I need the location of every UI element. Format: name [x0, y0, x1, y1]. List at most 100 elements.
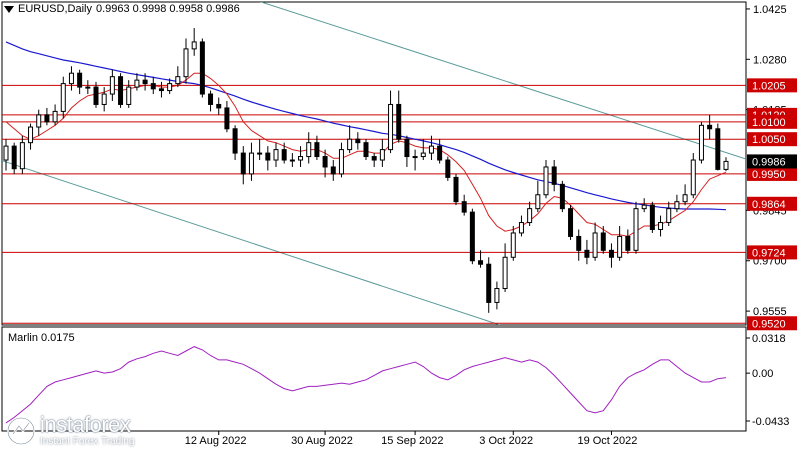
candle-bear: [11, 145, 17, 170]
candle-bear: [363, 142, 369, 158]
candle-bull: [674, 201, 680, 210]
candle-bull: [3, 145, 9, 161]
candle-bull: [191, 41, 197, 50]
candle-bull: [428, 145, 434, 154]
candle-bear: [576, 235, 582, 251]
candle-bull: [682, 194, 688, 203]
price-panel-frame: [1, 1, 747, 326]
candle-bull: [494, 288, 500, 303]
candle-bear: [150, 83, 156, 90]
candle-bear: [330, 166, 336, 175]
candle-bull: [167, 83, 173, 92]
candle-bear: [715, 128, 721, 170]
candle-bear: [265, 152, 271, 161]
candle-bull: [306, 142, 312, 158]
candle-bear: [437, 145, 443, 161]
watermark: instaforex Instant Forex Trading: [0, 408, 180, 453]
date-tick-label: 12 Aug 2022: [185, 435, 247, 447]
level-label-box: [747, 245, 797, 260]
channel-lower-line: [2, 160, 501, 325]
candle-bull: [60, 83, 66, 112]
watermark-tagline: Instant Forex Trading: [40, 436, 135, 447]
candle-bull: [633, 208, 639, 251]
channel-upper-line: [259, 2, 746, 160]
candle-bull: [68, 72, 74, 85]
level-label: 1.0100: [752, 117, 786, 129]
date-tick-label: 15 Sep 2022: [381, 435, 443, 447]
candle-bull: [617, 235, 623, 258]
candle-bull: [690, 159, 696, 196]
candle-bear: [232, 128, 238, 154]
indicator-title: Marlin 0.0175: [8, 332, 75, 344]
candle-bull: [543, 166, 549, 196]
candle-bull: [388, 103, 394, 151]
indicator-tick-label: 0.0318: [752, 333, 786, 345]
marlin-line: [5, 346, 727, 424]
indicator-plot: [5, 346, 727, 424]
candle-bull: [257, 152, 263, 155]
candle-bear: [469, 211, 475, 262]
level-label: 0.9864: [752, 199, 786, 211]
dropdown-triangle-icon[interactable]: [4, 5, 14, 13]
candle-bear: [158, 88, 164, 92]
level-label-box: [747, 166, 797, 181]
candle-bear: [486, 263, 492, 303]
indicator-tick-label: -0.0433: [752, 416, 789, 428]
candle-bull: [641, 204, 647, 210]
candle-bull: [510, 232, 516, 258]
candle-bull: [666, 208, 672, 224]
candle-bear: [453, 176, 459, 203]
level-label-box: [747, 132, 797, 147]
candle-bull: [298, 156, 304, 161]
candle-bear: [199, 41, 205, 95]
candle-bull: [134, 79, 140, 88]
candle-bull: [183, 48, 189, 78]
candle-bear: [584, 249, 590, 258]
candle-bull: [379, 149, 385, 161]
price-tick-label: 1.0425: [753, 4, 787, 16]
candle-bear: [445, 159, 451, 178]
candle-bear: [216, 103, 222, 109]
level-label: 1.0050: [752, 134, 786, 146]
candle-bull: [126, 86, 132, 105]
indicator-panel-frame: [1, 326, 747, 432]
level-label-box: [747, 316, 797, 331]
candle-bull: [28, 126, 34, 144]
candle-bear: [314, 142, 320, 158]
candle-bull: [101, 93, 107, 105]
symbol-label: EURUSD,Daily: [18, 3, 92, 15]
candle-bear: [478, 260, 484, 265]
ohlc-readout: 0.9963 0.9998 0.9958 0.9986: [95, 3, 240, 15]
candle-bear: [93, 86, 99, 105]
instaforex-logo-icon: [6, 416, 36, 446]
candle-bull: [52, 110, 58, 123]
candle-bear: [649, 204, 655, 230]
candle-bull: [347, 138, 353, 151]
candle-bull: [175, 76, 181, 85]
candle-bull: [338, 149, 344, 175]
candle-bear: [77, 72, 83, 88]
level-label: 1.0205: [752, 80, 786, 92]
candle-bear: [707, 124, 713, 130]
date-tick-label: 3 Oct 2022: [479, 435, 533, 447]
level-label: 0.9950: [752, 169, 786, 181]
candle-bear: [371, 156, 377, 161]
chart-title: EURUSD,Daily 0.9963 0.9998 0.9958 0.9986: [4, 3, 240, 15]
candle-bear: [568, 208, 574, 237]
price-plot: [2, 2, 746, 325]
level-label-box: [747, 78, 797, 93]
candle-bull: [19, 142, 25, 170]
candle-bear: [396, 103, 402, 140]
level-label-box: [747, 196, 797, 211]
candle-bull: [723, 160, 729, 170]
candle-bear: [118, 76, 124, 105]
candle-bear: [281, 149, 287, 161]
candle-bull: [109, 76, 115, 95]
candle-bull: [289, 159, 295, 162]
price-tick-label: 0.9555: [753, 306, 787, 318]
candle-bear: [461, 201, 467, 213]
candle-bull: [592, 232, 598, 258]
candle-bull: [502, 256, 508, 290]
